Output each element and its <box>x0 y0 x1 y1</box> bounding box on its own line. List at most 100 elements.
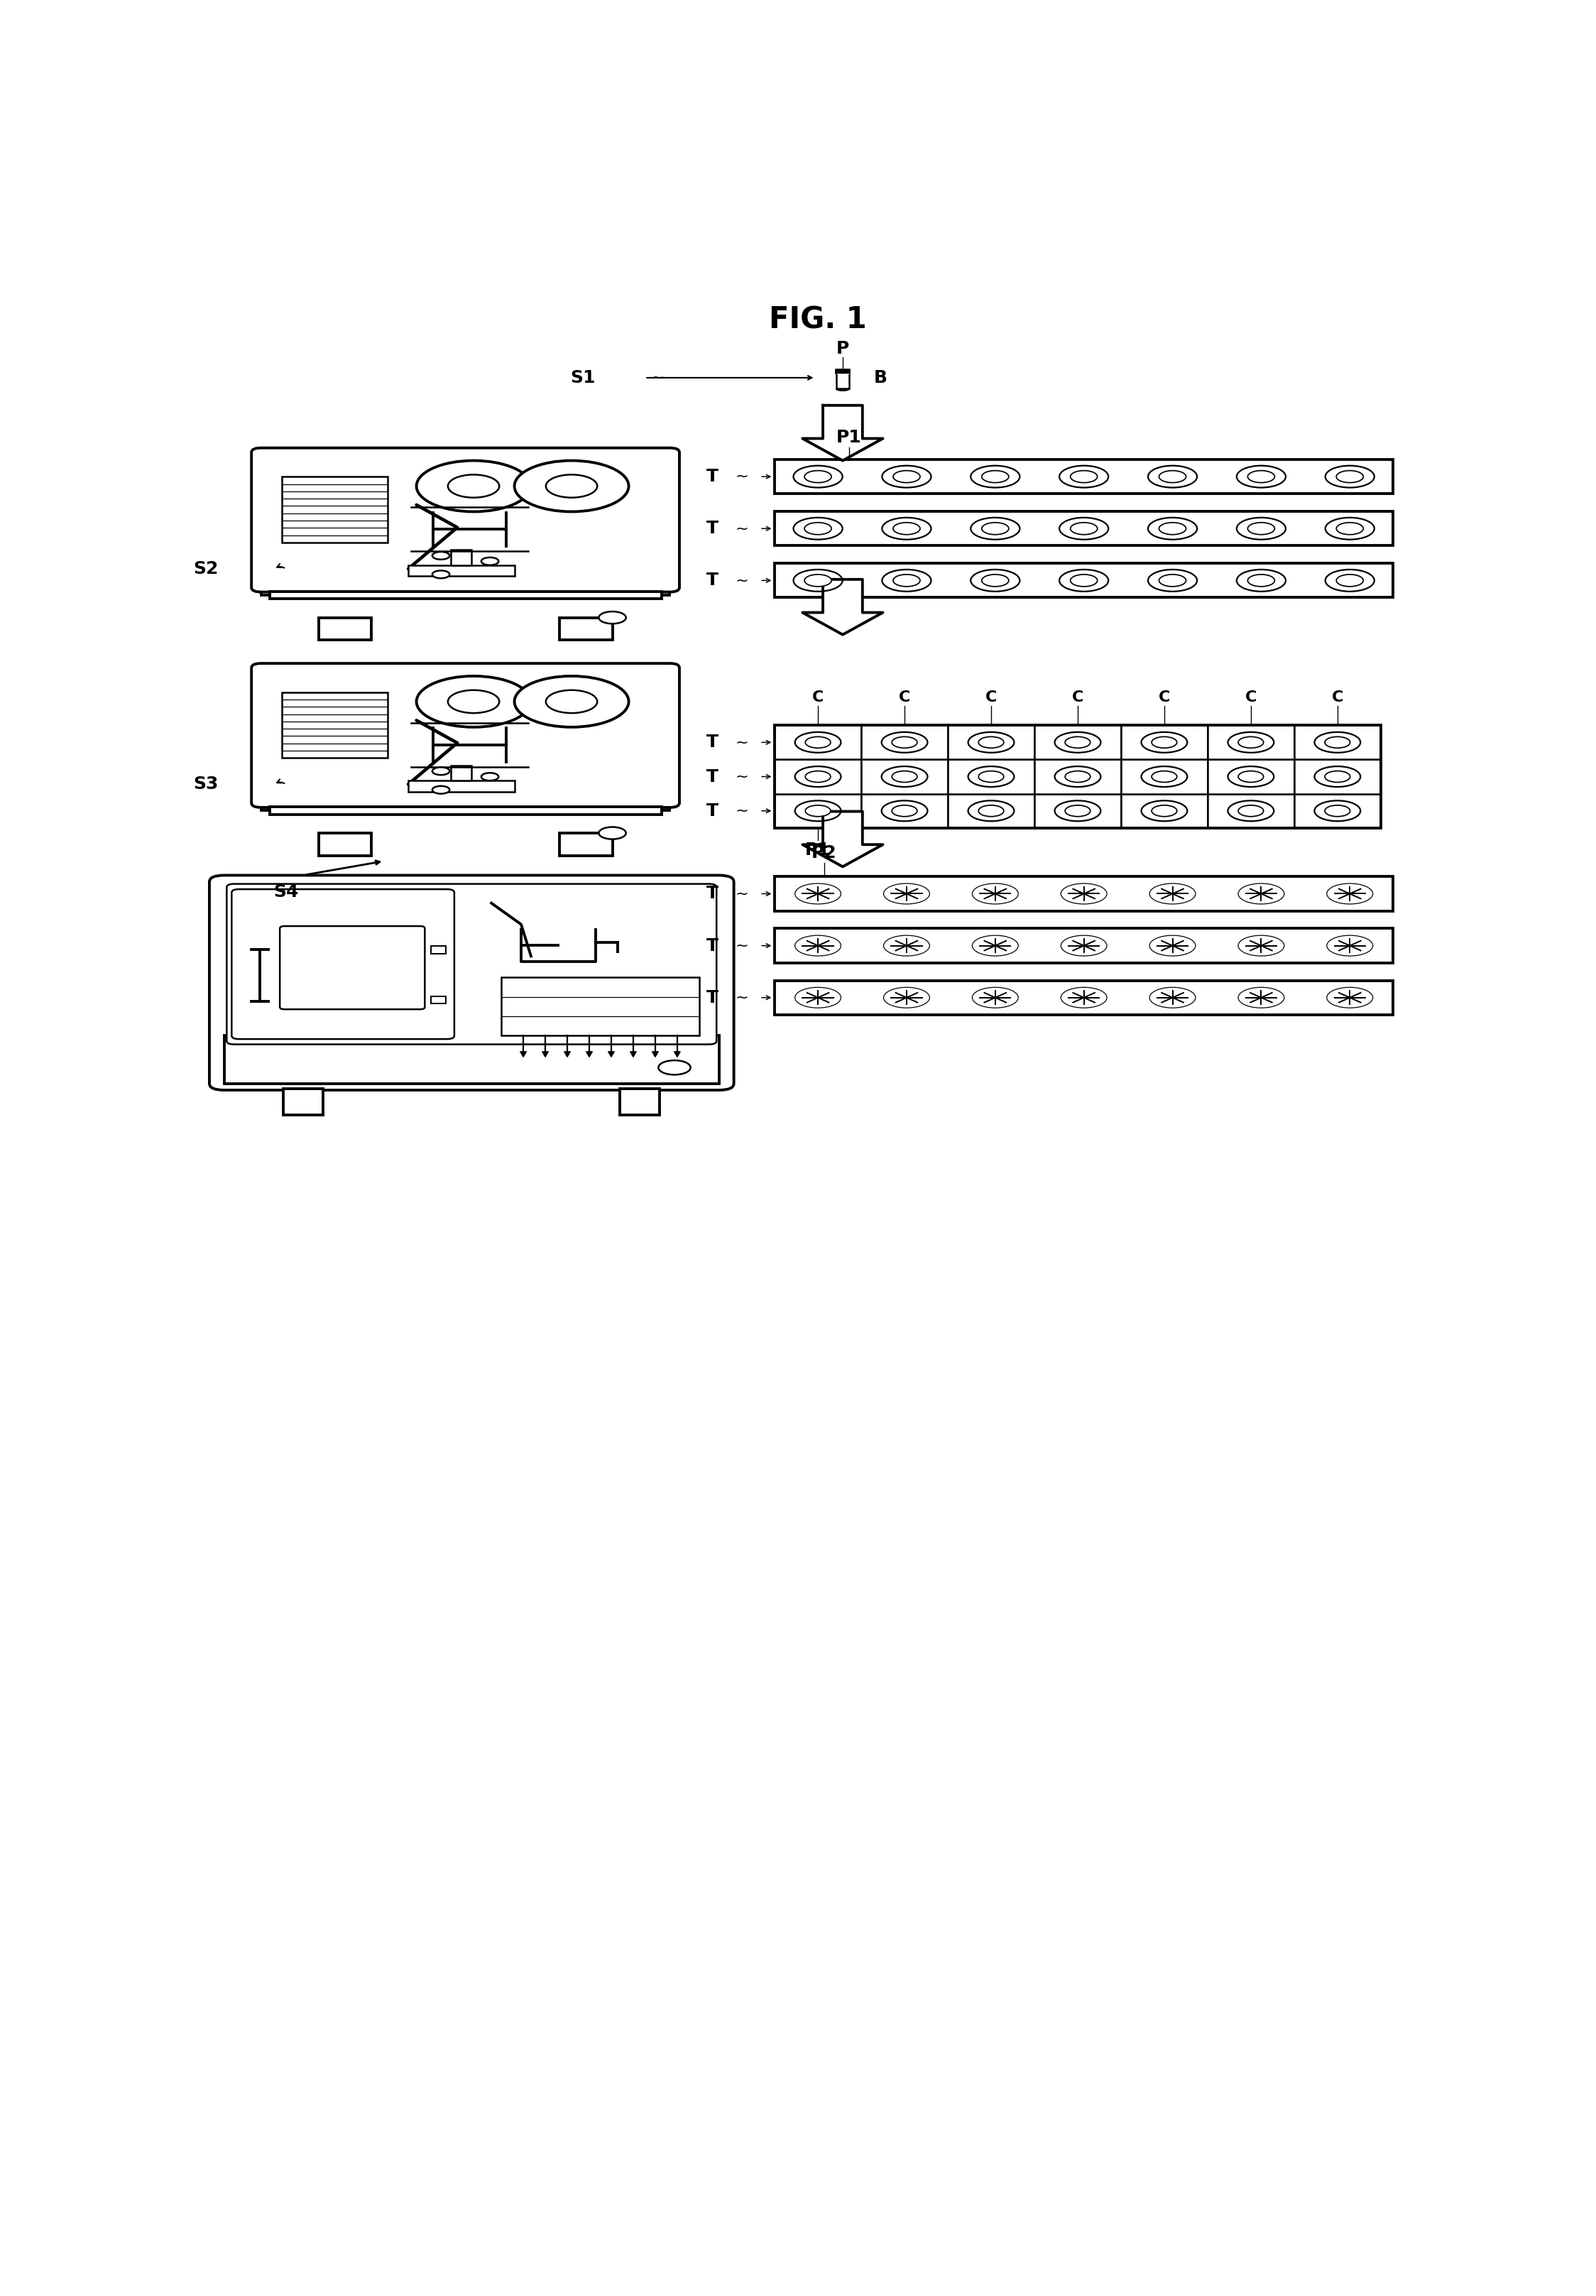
Circle shape <box>883 517 930 540</box>
Circle shape <box>804 574 832 585</box>
Text: P: P <box>836 340 849 358</box>
Bar <box>270 592 661 599</box>
Circle shape <box>1141 767 1187 788</box>
Text: S3: S3 <box>193 776 219 792</box>
Text: ~: ~ <box>736 769 749 783</box>
Circle shape <box>1237 569 1286 592</box>
Circle shape <box>1060 569 1109 592</box>
FancyBboxPatch shape <box>209 875 734 1091</box>
Circle shape <box>806 806 830 817</box>
Circle shape <box>1336 574 1363 585</box>
Circle shape <box>1315 732 1360 753</box>
Circle shape <box>969 732 1013 753</box>
Bar <box>431 946 445 953</box>
Circle shape <box>894 523 919 535</box>
Bar <box>774 877 1393 912</box>
Bar <box>223 1035 720 1084</box>
Circle shape <box>804 523 832 535</box>
Text: P1: P1 <box>836 429 862 445</box>
Bar <box>948 760 1034 794</box>
Text: P2: P2 <box>811 845 836 861</box>
Text: T: T <box>707 769 718 785</box>
Bar <box>1208 760 1294 794</box>
Circle shape <box>514 461 629 512</box>
Polygon shape <box>586 1052 592 1056</box>
Polygon shape <box>520 1052 527 1056</box>
Circle shape <box>1148 466 1197 487</box>
Text: S1: S1 <box>570 370 595 386</box>
Text: T: T <box>707 886 718 902</box>
Bar <box>452 765 471 781</box>
Text: ~: ~ <box>736 990 749 1006</box>
Circle shape <box>883 466 930 487</box>
Circle shape <box>970 517 1020 540</box>
Text: FIG. 1: FIG. 1 <box>769 305 867 335</box>
Circle shape <box>1248 471 1275 482</box>
Bar <box>774 459 1393 494</box>
Text: T: T <box>707 801 718 820</box>
Circle shape <box>1071 471 1098 482</box>
Bar <box>1034 726 1120 760</box>
Bar <box>1294 760 1381 794</box>
Circle shape <box>795 801 841 822</box>
Circle shape <box>1325 569 1374 592</box>
Circle shape <box>978 771 1004 783</box>
Bar <box>1034 760 1120 794</box>
Text: T: T <box>707 990 718 1006</box>
Circle shape <box>433 551 450 560</box>
Bar <box>621 1088 659 1116</box>
Circle shape <box>1227 767 1274 788</box>
Bar <box>262 505 670 595</box>
Circle shape <box>546 475 597 498</box>
Circle shape <box>1248 574 1275 585</box>
Bar <box>835 370 851 374</box>
Bar <box>409 781 514 792</box>
Circle shape <box>804 471 832 482</box>
Text: ~: ~ <box>736 574 749 588</box>
Circle shape <box>417 675 531 728</box>
Circle shape <box>982 523 1009 535</box>
FancyBboxPatch shape <box>252 448 680 592</box>
Circle shape <box>433 767 450 776</box>
Text: T: T <box>707 468 718 484</box>
Text: C: C <box>1331 691 1344 705</box>
Polygon shape <box>803 810 883 866</box>
Text: T: T <box>707 937 718 955</box>
Bar <box>262 721 670 810</box>
Bar <box>1120 794 1208 829</box>
Circle shape <box>1325 466 1374 487</box>
Text: P1: P1 <box>806 843 830 859</box>
Bar <box>1208 726 1294 760</box>
Bar <box>282 478 388 542</box>
Circle shape <box>1148 569 1197 592</box>
Bar <box>774 726 862 760</box>
Bar <box>774 726 1381 829</box>
Circle shape <box>1060 466 1109 487</box>
Text: C: C <box>1245 691 1256 705</box>
Circle shape <box>894 574 919 585</box>
Bar <box>270 806 661 815</box>
Circle shape <box>448 691 500 714</box>
Circle shape <box>894 471 919 482</box>
Polygon shape <box>563 1052 570 1056</box>
Circle shape <box>1238 771 1264 783</box>
Text: C: C <box>985 691 998 705</box>
Circle shape <box>793 466 843 487</box>
Circle shape <box>1141 732 1187 753</box>
Polygon shape <box>653 1052 658 1056</box>
Circle shape <box>970 466 1020 487</box>
Circle shape <box>1315 801 1360 822</box>
Text: T: T <box>707 519 718 537</box>
Circle shape <box>806 737 830 748</box>
Bar <box>284 1088 322 1116</box>
Text: ~: ~ <box>736 468 749 484</box>
Polygon shape <box>674 1052 680 1056</box>
Circle shape <box>978 806 1004 817</box>
Bar <box>862 760 948 794</box>
Bar <box>409 565 514 576</box>
Circle shape <box>883 569 930 592</box>
Circle shape <box>448 475 500 498</box>
Bar <box>774 563 1393 597</box>
Bar <box>948 726 1034 760</box>
Circle shape <box>546 691 597 714</box>
